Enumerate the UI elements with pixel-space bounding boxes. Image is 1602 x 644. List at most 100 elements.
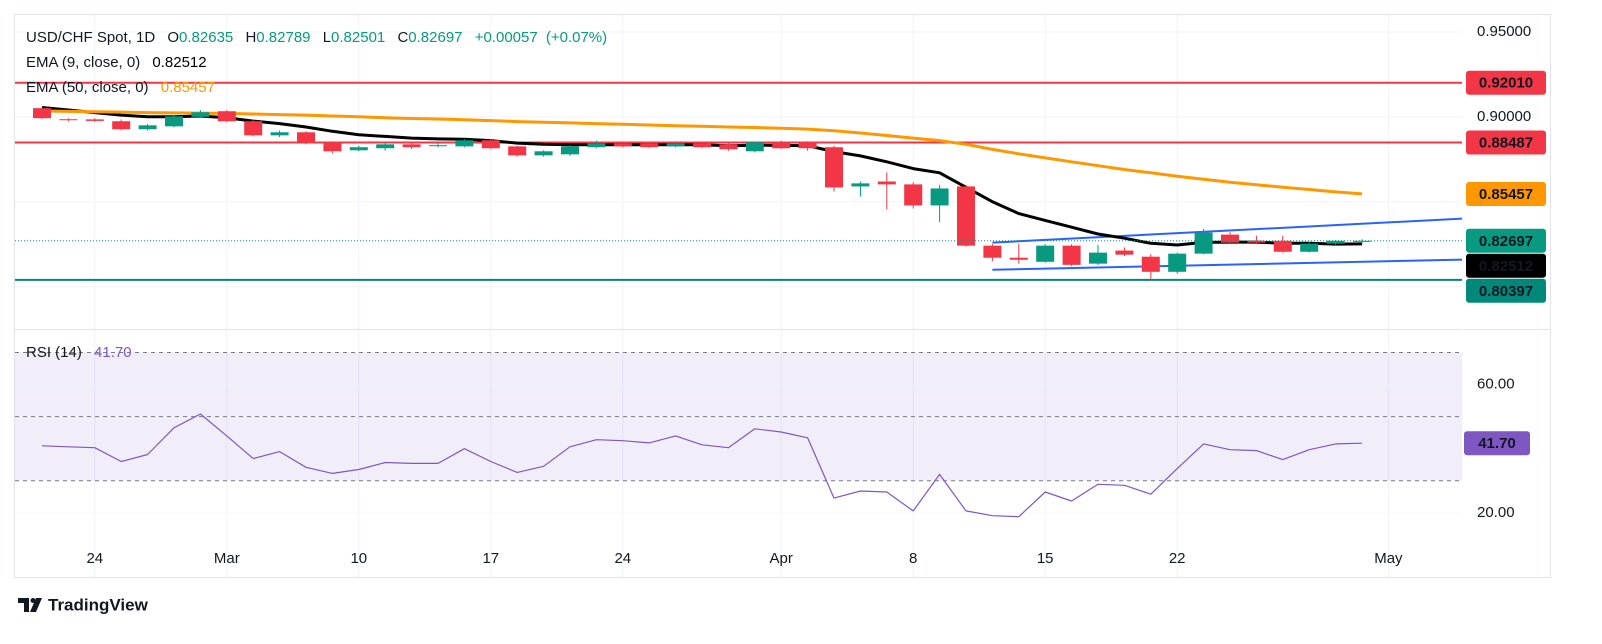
- candle-body: [59, 119, 78, 121]
- legend-line: RSI (14) 41.70: [26, 344, 132, 361]
- candle-body: [745, 142, 764, 152]
- price-box-label: 0.85457: [1479, 186, 1533, 203]
- symbol-title: USD/CHF Spot, 1D: [26, 29, 155, 46]
- candle-body: [1141, 256, 1160, 272]
- candle-body: [587, 143, 606, 148]
- x-tick-label: 17: [482, 550, 499, 567]
- legend-line: USD/CHF Spot, 1D O0.82635 H0.82789 L 0.82…: [26, 29, 607, 46]
- price-box: [1466, 253, 1546, 278]
- legend-line: EMA (9, close, 0) 0.82512: [26, 54, 207, 71]
- candle-body: [561, 146, 579, 155]
- candle-body: [1115, 250, 1134, 255]
- candle-body: [376, 144, 395, 149]
- x-tick-label: Apr: [770, 550, 793, 567]
- candle-body: [1009, 257, 1028, 260]
- x-tick-label: 24: [86, 550, 103, 567]
- candle-body: [534, 151, 553, 156]
- change-percent: (+0.07%): [546, 29, 607, 46]
- candle-body: [244, 121, 263, 136]
- legend-name: RSI (14): [26, 344, 82, 361]
- price-box: [1466, 130, 1546, 155]
- logo: TradingView: [18, 595, 149, 614]
- x-tick-label: Mar: [214, 550, 240, 567]
- candle-body: [1221, 234, 1239, 243]
- candle-body: [138, 125, 157, 130]
- channel-line: [992, 258, 1463, 271]
- brand: TradingView: [48, 595, 149, 614]
- price-box: [1464, 431, 1530, 456]
- candle-body: [983, 245, 1002, 258]
- price-box-label: 0.92010: [1479, 75, 1533, 92]
- candle-body: [112, 121, 131, 130]
- x-tick-label: May: [1374, 550, 1403, 567]
- candle-body: [165, 116, 183, 127]
- y-tick-label: 20.00: [1477, 504, 1515, 521]
- x-tick-label: 24: [614, 550, 631, 567]
- candle-body: [904, 184, 923, 206]
- logo-mark: [18, 598, 29, 612]
- candle-body: [957, 186, 975, 246]
- y-tick-label: 60.00: [1477, 376, 1515, 393]
- candle-body: [1062, 245, 1081, 265]
- candle-body: [1326, 240, 1345, 244]
- candle-body: [349, 147, 368, 151]
- plot-area: 24 Mar 10 17 24 Apr 8 15 22 May 0.95000 0.90000 0.85…: [15, 15, 1550, 577]
- legend-value: 41.70: [94, 344, 132, 361]
- candle-body: [640, 143, 659, 148]
- candle-body: [1036, 245, 1055, 262]
- candle-body: [1273, 240, 1292, 252]
- candle-body: [323, 142, 342, 152]
- price-box-label: 0.88487: [1479, 134, 1533, 151]
- ohlc-value: 0.82789: [256, 29, 310, 46]
- ohlc-key: O: [167, 29, 179, 46]
- candle-body: [85, 119, 104, 121]
- change: +0.00057: [475, 29, 538, 46]
- legend-value: 0.85457: [161, 79, 215, 96]
- price-box-label: 0.82697: [1479, 233, 1533, 250]
- candle-body: [693, 143, 711, 148]
- candle-body: [719, 144, 738, 150]
- x-tick-label: 10: [350, 550, 367, 567]
- candle-body: [613, 143, 632, 147]
- candle-body: [191, 112, 210, 117]
- legend-name: EMA (9, close, 0): [26, 54, 140, 71]
- candle-body: [930, 188, 949, 206]
- line-series: [41, 109, 1363, 196]
- x-tick-label: 15: [1037, 550, 1054, 567]
- line-series: [41, 413, 1363, 518]
- candle-body: [1089, 252, 1107, 264]
- ohlc-key: H: [245, 29, 256, 46]
- price-box-label: 41.70: [1478, 435, 1516, 452]
- y-tick-label: 0.95000: [1477, 23, 1531, 40]
- price-box: [1466, 228, 1546, 253]
- candle-body: [1300, 243, 1319, 252]
- candle-body: [798, 143, 817, 149]
- price-box: [1466, 70, 1546, 95]
- ohlc-value: 0.82635: [179, 29, 233, 46]
- legend-name: EMA (50, close, 0): [26, 79, 149, 96]
- price-box: [1466, 181, 1546, 206]
- price-box-label: 0.82512: [1479, 258, 1533, 275]
- ohlc-value: 0.82697: [408, 29, 462, 46]
- x-tick-label: 22: [1169, 550, 1186, 567]
- candle-body: [772, 142, 791, 149]
- ohlc-key: C: [397, 29, 408, 46]
- candle-body: [33, 108, 51, 119]
- candle-body: [1247, 240, 1266, 243]
- candle-body: [429, 145, 447, 147]
- channel-line: [992, 217, 1463, 244]
- candle-body: [508, 146, 527, 156]
- y-tick-label: 0.90000: [1477, 108, 1531, 125]
- logo-mark: [30, 598, 42, 612]
- ohlc-key: L: [323, 29, 331, 46]
- x-tick-label: 8: [909, 550, 917, 567]
- chart-frame: [14, 14, 1551, 578]
- price-box-label: 0.80397: [1479, 283, 1533, 300]
- price-box: [1466, 278, 1546, 303]
- candle-body: [455, 140, 474, 147]
- candle-body: [825, 147, 843, 188]
- candle-body: [666, 143, 685, 147]
- legend-line: EMA (50, close, 0) 0.85457: [26, 79, 215, 96]
